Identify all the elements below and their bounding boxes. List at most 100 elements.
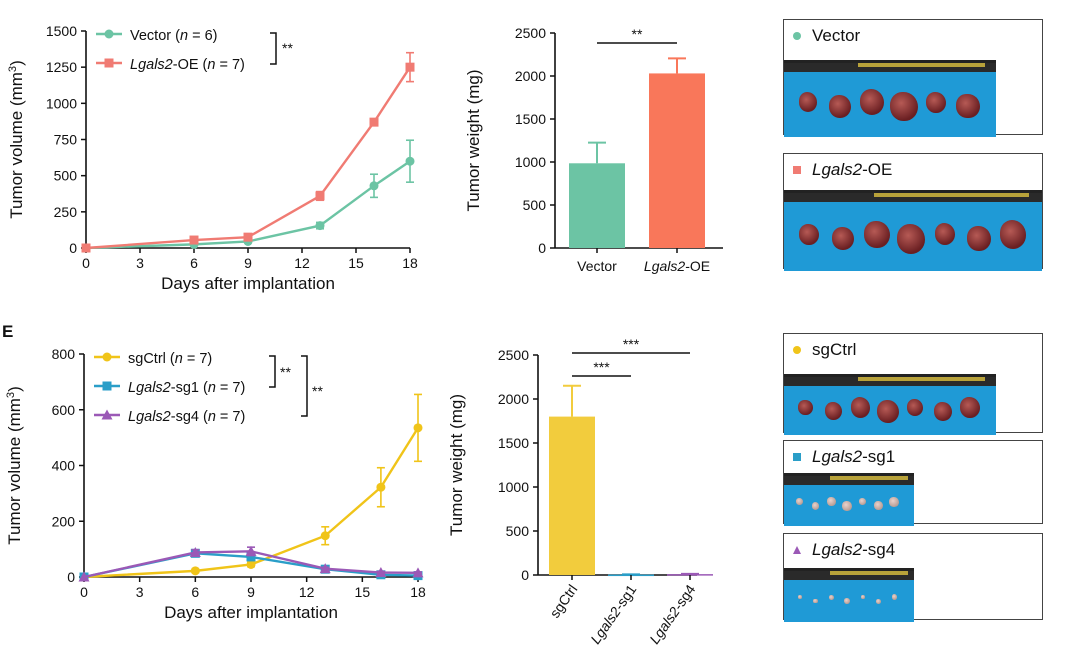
x-tick-label: 0	[82, 255, 90, 271]
legend-label: Lgals2-sg1 (n = 7)	[128, 380, 245, 396]
x-tick-label: Lgals2-sg1	[587, 581, 640, 646]
y-tick-label: 0	[538, 240, 546, 256]
tumor-specimen	[890, 91, 918, 121]
legend-marker	[104, 29, 114, 39]
tumor-specimen	[798, 399, 814, 416]
y-tick-label: 500	[506, 523, 530, 539]
tumor-specimen	[813, 598, 818, 604]
legend: sgCtrl (n = 7) Lgals2-sg1 (n = 7) Lgals2-s…	[94, 351, 245, 425]
significance-label: **	[282, 40, 293, 56]
data-point	[413, 423, 423, 433]
x-tick-label: 15	[348, 255, 364, 271]
series-0	[79, 393, 423, 582]
tumor-specimen	[925, 91, 947, 113]
tumor-specimen	[864, 221, 890, 248]
y-tick-label: 500	[523, 197, 547, 213]
x-tick-label: 9	[247, 584, 255, 600]
circle-marker-icon	[793, 32, 801, 40]
tumor-specimen	[876, 598, 881, 604]
data-point	[369, 181, 379, 191]
photo-oe-label: Lgals2-OE	[792, 160, 892, 180]
data-point	[243, 232, 253, 242]
tumor-strip-sgctrl	[784, 374, 996, 435]
tumor-specimen	[891, 594, 897, 600]
data-point	[189, 546, 201, 557]
bracket	[270, 32, 277, 65]
y-tick-label: 750	[54, 132, 78, 148]
significance: *** ***	[572, 336, 690, 377]
legend-marker	[102, 381, 112, 391]
tumor-strip-sg4	[784, 568, 914, 622]
chart-bottom-line: 0 200 400 600 800 0 3 6 9 12 15 18 Days after implan…	[5, 346, 426, 622]
x-tick-label: 0	[80, 584, 88, 600]
legend: Vector (n = 6) Lgals2-OE (n = 7)	[96, 28, 245, 73]
data-point	[320, 531, 330, 541]
data-point	[315, 221, 325, 231]
y-tick-label: 1000	[46, 95, 77, 111]
data-point	[81, 243, 91, 253]
y-tick-label: 400	[52, 458, 76, 474]
legend-label: Vector (n = 6)	[130, 28, 217, 44]
data-point	[190, 566, 200, 576]
photo-sgctrl-text: sgCtrl	[812, 340, 857, 359]
tumor-specimen	[859, 89, 885, 116]
tumor-strip-sg1	[784, 473, 914, 526]
y-tick-label: 0	[67, 569, 75, 585]
photo-sg4-label: Lgals2-sg4	[792, 540, 895, 560]
tumor-specimen	[799, 224, 819, 245]
significance: **	[597, 26, 677, 44]
data-point	[78, 571, 90, 582]
photo-sgctrl: sgCtrl	[783, 333, 1043, 435]
ruler-highlight	[874, 193, 1030, 197]
y-axis-label: Tumor weight (mg)	[447, 394, 466, 536]
panel-letter-e: E	[2, 322, 14, 341]
series-1	[81, 51, 415, 253]
ruler-highlight	[829, 476, 908, 480]
x-tick-label: 12	[294, 255, 310, 271]
chart-bottom-bar: 0 500 1000 1500 2000 2500 Tumor weight (mg) sgC…	[447, 336, 713, 647]
circle-marker-icon	[793, 346, 801, 354]
tumor-specimen	[874, 501, 883, 511]
y-axis-label: Tumor weight (mg)	[464, 69, 483, 211]
tumor-specimen	[796, 498, 804, 506]
y-tick-label: 1000	[498, 479, 529, 495]
tumor-specimen	[859, 497, 867, 506]
legend-marker	[104, 58, 114, 68]
x-axis-label: Days after implantation	[161, 274, 335, 293]
ruler	[784, 63, 996, 72]
tumor-specimen	[877, 400, 899, 423]
data-point	[246, 552, 256, 562]
data-point	[246, 559, 256, 569]
data-point	[189, 235, 199, 245]
tumor-specimen	[934, 223, 956, 246]
tumor-strip-oe	[784, 190, 1042, 271]
photo-vector-label: Vector	[792, 26, 860, 46]
y-tick-label: 600	[52, 402, 76, 418]
y-tick-label: 250	[54, 204, 78, 220]
tumor-specimen	[828, 594, 834, 600]
photo-vector: Vector	[783, 19, 1043, 137]
data-point	[405, 62, 415, 72]
y-tick-label: 1250	[46, 59, 77, 75]
y-axis-label: Tumor volume (mm3)	[5, 386, 24, 545]
x-tick-label: 6	[191, 584, 199, 600]
x-axis-label: Days after implantation	[164, 603, 338, 622]
tumor-strip-vector	[784, 60, 996, 137]
significance-label: ***	[593, 359, 610, 375]
tumor-specimen	[960, 396, 981, 419]
tumor-specimen	[842, 500, 852, 511]
square-marker-icon	[793, 453, 801, 461]
tumor-specimen	[844, 598, 850, 605]
x-tick-label: 18	[410, 584, 426, 600]
bar	[649, 73, 705, 248]
tumor-specimen	[797, 595, 802, 600]
tumor-specimen	[860, 595, 865, 600]
ruler-highlight	[858, 377, 986, 381]
y-tick-label: 200	[52, 513, 76, 529]
photo-sg4-text: Lgals2-sg4	[812, 540, 896, 559]
x-tick-label: 3	[136, 255, 144, 271]
photo-sg1-label: Lgals2-sg1	[792, 447, 895, 467]
tumor-specimen	[811, 501, 820, 510]
tumor-specimen	[896, 223, 926, 254]
